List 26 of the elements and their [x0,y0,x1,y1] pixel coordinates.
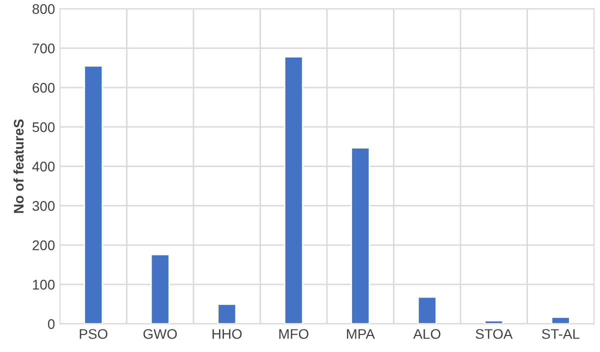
bar [550,316,570,324]
x-tick-label: MPA [346,329,375,339]
y-tick-label: 700 [32,44,55,54]
x-tick-label: GWO [143,329,177,339]
x-tick-label: MFO [279,329,308,339]
y-tick-label: 200 [32,240,55,250]
bar [217,303,237,324]
bar [84,65,104,324]
x-tick-label: ST-AL [542,329,580,339]
x-tick-label: STOA [476,329,513,339]
y-axis-title: No of featureS [13,119,24,213]
bar [150,254,170,324]
y-tick-label: 300 [32,201,55,211]
x-tick-label: ALO [413,329,440,339]
y-tick-label: 600 [32,82,55,93]
x-tick-label: PSO [80,329,108,339]
bar [417,296,437,324]
y-tick-label: 800 [32,4,55,14]
y-tick-label: 500 [32,122,55,132]
y-tick-label: 400 [32,162,55,172]
x-tick-label: HHO [212,329,242,339]
y-tick-label: 0 [48,319,55,330]
bar [284,56,304,324]
bar [484,320,504,324]
y-tick-label: 100 [33,280,55,290]
bar [350,147,370,324]
